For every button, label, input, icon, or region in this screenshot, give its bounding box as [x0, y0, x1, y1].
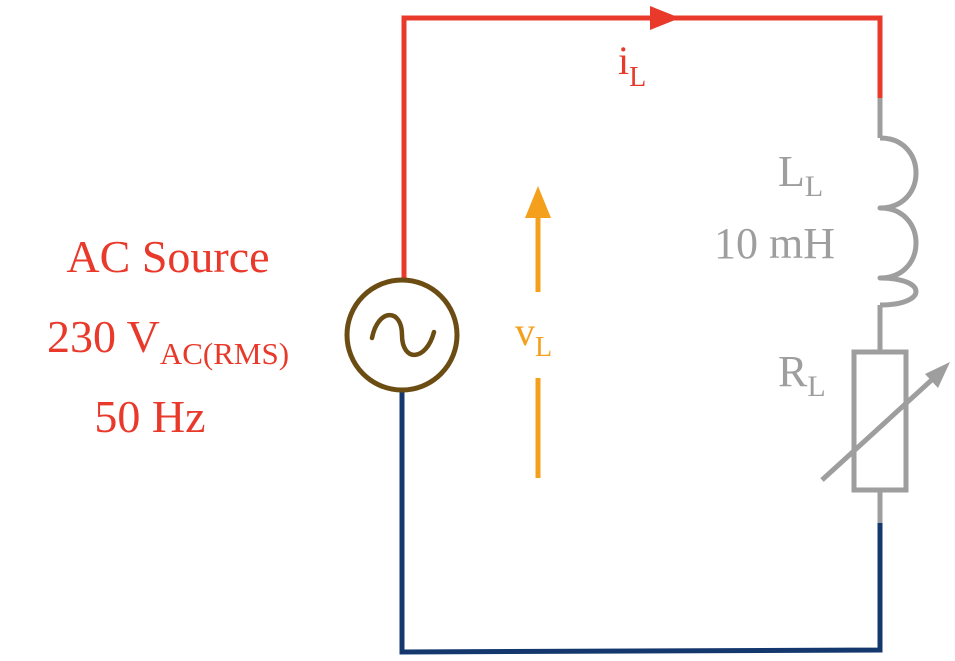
coil-icon	[877, 135, 919, 308]
variable-resistor-symbol	[820, 349, 950, 523]
voltage-arrow-icon	[525, 186, 551, 218]
adjust-arrow-icon	[925, 362, 950, 388]
current-arrow-icon	[650, 6, 680, 30]
variable-resistor-icon	[820, 374, 938, 482]
resistor-symbol-label: RL	[778, 347, 826, 403]
hot-wire	[401, 15, 883, 282]
voltage-indicator	[525, 186, 551, 478]
neutral-wire	[399, 390, 883, 655]
inductor-symbol	[877, 98, 919, 352]
resistor-body	[851, 349, 909, 493]
ac-source-symbol	[344, 277, 460, 393]
inductor-value-label: 10 mH	[714, 219, 835, 268]
source-frequency: 50 Hz	[94, 391, 205, 442]
source-title: AC Source	[66, 231, 269, 282]
current-label: iL	[618, 38, 646, 93]
inductor-symbol-label: LL	[778, 147, 823, 203]
voltage-label: vL	[515, 309, 552, 363]
sine-wave-icon	[369, 312, 437, 358]
source-voltage: 230 VAC(RMS)	[47, 311, 289, 371]
